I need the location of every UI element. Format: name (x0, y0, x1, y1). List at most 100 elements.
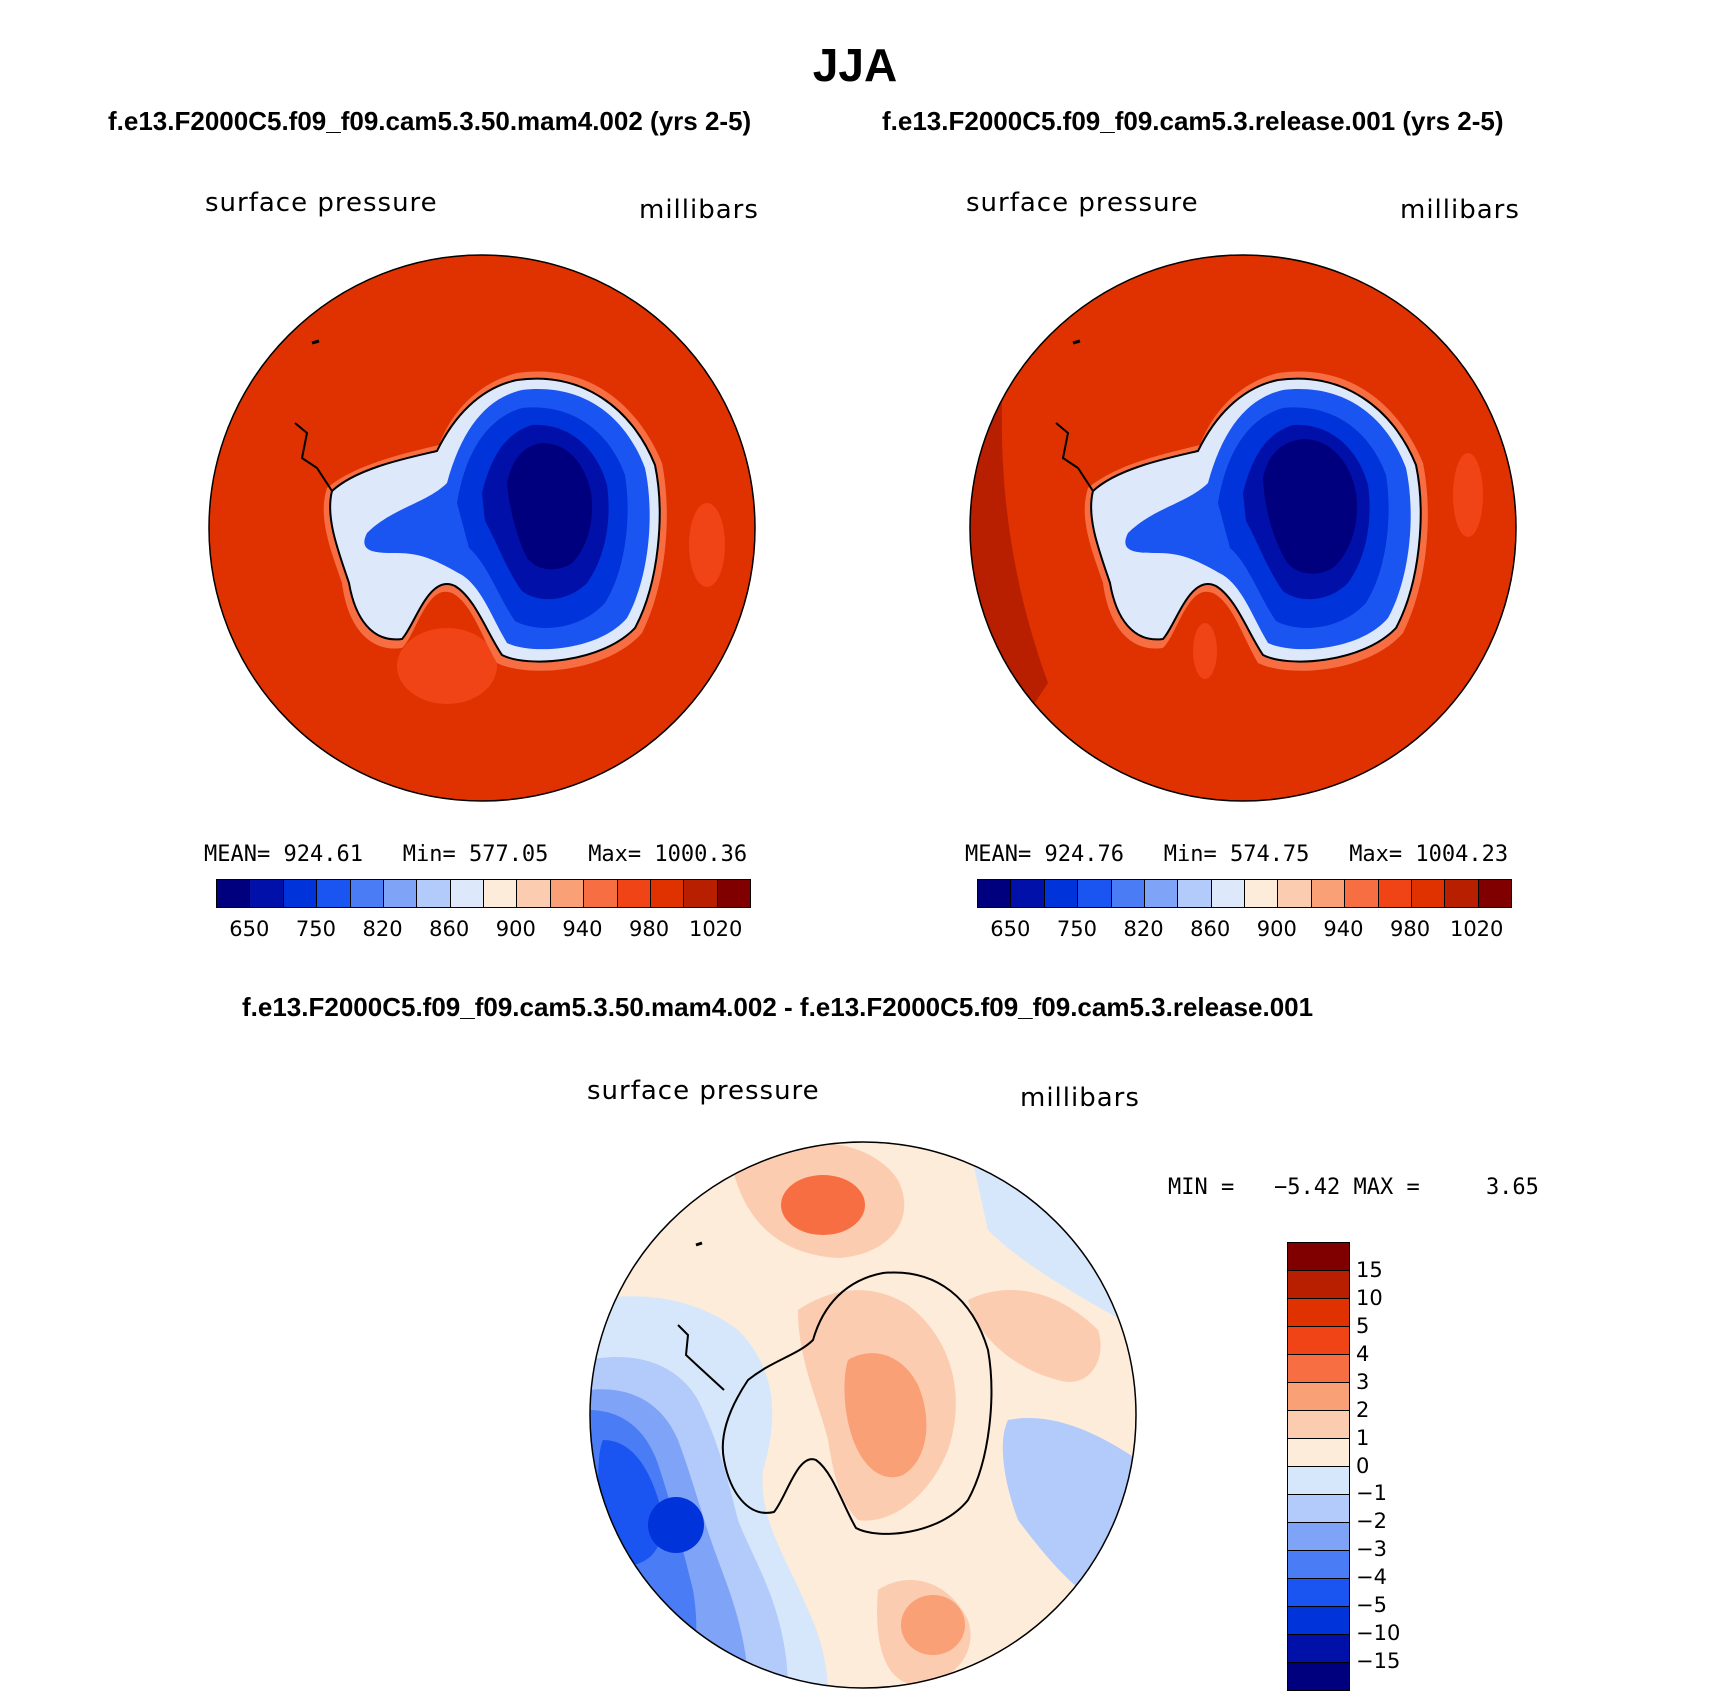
panel3-colorbar-box (1288, 1635, 1349, 1663)
panel1-colorbar-tick-label: 980 (629, 917, 670, 941)
panel1-colorbar (216, 879, 751, 908)
panel1-min-label: Min= (402, 842, 456, 867)
panel1-island-coastline (311, 339, 320, 345)
panel3-max-value: 3.65 (1485, 1175, 1539, 1200)
panel2-colorbar-box (1044, 880, 1079, 907)
panel3-stats: MIN = −5.42 MAX = 3.65 (1168, 1175, 1539, 1200)
panel2-colorbar-tick-label: 650 (990, 917, 1031, 941)
panel2-polar-map (969, 254, 1517, 802)
panel2-colorbar-box (978, 880, 1012, 907)
panel2-stats: MEAN= 924.76 Min= 574.75 Max= 1004.23 (965, 842, 1508, 867)
panel2-colorbar-box (1178, 880, 1212, 907)
panel3-contour-region (901, 1595, 965, 1655)
panel1-colorbar-box (283, 880, 318, 907)
panel1-colorbar-box (484, 880, 518, 907)
panel1-colorbar-box (517, 880, 551, 907)
panel2-title: f.e13.F2000C5.f09_f09.cam5.3.release.001… (882, 106, 1504, 136)
panel1-contour-region (397, 628, 497, 704)
panel2-min-value: 574.75 (1229, 842, 1310, 867)
panel3-colorbar-box (1288, 1607, 1349, 1635)
panel2-max-label: Max= (1349, 842, 1403, 867)
panel3-colorbar-box (1288, 1495, 1349, 1523)
panel1-colorbar-box (450, 880, 484, 907)
panel2-mean-label: MEAN= (965, 842, 1032, 867)
panel3-colorbar-box (1288, 1355, 1349, 1383)
panel3-variable-label: surface pressure (587, 1076, 820, 1106)
panel2-colorbar-tick-label: 900 (1256, 917, 1297, 941)
panel3-colorbar-box (1288, 1523, 1349, 1551)
panel2-colorbar-box (1345, 880, 1379, 907)
panel2-map-boundary (969, 254, 1517, 802)
figure-title: JJA (812, 39, 898, 91)
panel3-title: f.e13.F2000C5.f09_f09.cam5.3.50.mam4.002… (242, 992, 1314, 1022)
panel1-colorbar-tick-label: 1020 (688, 917, 743, 941)
panel2-units-label: millibars (1400, 195, 1520, 225)
panel3-colorbar-box (1288, 1243, 1349, 1271)
panel2-colorbar-tick-label: 1020 (1449, 917, 1504, 941)
panel1-colorbar-ticks: 650 750 820 860 900 940 980 1020 (216, 917, 749, 943)
panel2-colorbar-box (1278, 880, 1312, 907)
panel3-max-label: MAX = (1353, 1175, 1420, 1200)
panel2-island-coastline (1072, 339, 1081, 345)
panel2-colorbar (977, 879, 1512, 908)
panel3-units-label: millibars (1020, 1083, 1140, 1113)
panel2-variable-label: surface pressure (966, 188, 1199, 218)
panel3-colorbar-tick-label: 5 (1356, 1313, 1370, 1338)
panel3-island-coastline (695, 1241, 703, 1247)
panel3-colorbar-box (1288, 1411, 1349, 1439)
panel1-units-label: millibars (639, 195, 759, 225)
panel3-colorbar-box (1288, 1299, 1349, 1327)
panel1-map-boundary (208, 254, 756, 802)
panel3-colorbar (1287, 1242, 1350, 1691)
panel3-colorbar-tick-label: −10 (1356, 1621, 1401, 1646)
panel1-colorbar-box (617, 880, 651, 907)
panel2-peninsula-coastline (1055, 422, 1094, 492)
panel3-colorbar-tick-label: −15 (1356, 1649, 1401, 1674)
panel3-min-value: −5.42 (1273, 1175, 1341, 1200)
panel1-colorbar-box (417, 880, 451, 907)
panel2-colorbar-box (1211, 880, 1245, 907)
panel1-colorbar-box (250, 880, 284, 907)
panel2-colorbar-tick-label: 820 (1123, 917, 1164, 941)
panel3-colorbar-box (1288, 1467, 1349, 1495)
panel3-colorbar-box (1288, 1383, 1349, 1411)
panel3-colorbar-tick-label: 3 (1356, 1369, 1370, 1394)
panel3-contour-region (968, 1290, 1101, 1382)
panel3-colorbar-box (1288, 1271, 1349, 1299)
panel2-colorbar-box (1311, 880, 1346, 907)
panel1-polar-map (208, 254, 756, 802)
panel3-colorbar-tick-label: −4 (1356, 1565, 1387, 1590)
panel1-stats: MEAN= 924.61 Min= 577.05 Max= 1000.36 (204, 842, 747, 867)
panel1-mean-label: MEAN= (204, 842, 271, 867)
panel3-colorbar-ticks: 15 10 5 4 3 2 1 0 −1 −2 −3 −4 −5 −10 −15 (1356, 1242, 1416, 1689)
panel1-contour-region (507, 443, 593, 570)
panel3-colorbar-tick-label: 0 (1356, 1453, 1370, 1478)
panel1-colorbar-tick-label: 940 (562, 917, 603, 941)
panel1-colorbar-box (584, 880, 618, 907)
panel2-contour-region (1193, 623, 1217, 679)
panel1-min-value: 577.05 (468, 842, 549, 867)
panel2-colorbar-box (1445, 880, 1479, 907)
panel2-colorbar-box (1111, 880, 1145, 907)
panel1-peninsula-coastline (294, 422, 333, 492)
panel1-colorbar-tick-label: 900 (495, 917, 536, 941)
panel3-colorbar-tick-label: 10 (1356, 1285, 1383, 1310)
panel3-colorbar-tick-label: 15 (1356, 1257, 1383, 1282)
panel2-colorbar-box (1144, 880, 1179, 907)
panel1-colorbar-tick-label: 650 (229, 917, 270, 941)
panel1-colorbar-tick-label: 860 (429, 917, 470, 941)
panel3-min-label: MIN = (1168, 1175, 1235, 1200)
panel1-title: f.e13.F2000C5.f09_f09.cam5.3.50.mam4.002… (108, 106, 752, 136)
panel1-antarctica-coastline (329, 377, 661, 663)
panel1-colorbar-box (717, 880, 750, 907)
panel1-colorbar-box (684, 880, 718, 907)
panel3-contour-region (781, 1175, 865, 1235)
panel3-contour-region (844, 1353, 927, 1478)
panel2-colorbar-tick-label: 750 (1056, 917, 1097, 941)
panel2-antarctica-coastline (1090, 377, 1422, 663)
panel2-max-value: 1004.23 (1415, 842, 1509, 867)
panel2-colorbar-box (1011, 880, 1045, 907)
panel3-contour-region (648, 1497, 704, 1553)
panel2-colorbar-box (1245, 880, 1279, 907)
panel1-max-label: Max= (588, 842, 642, 867)
